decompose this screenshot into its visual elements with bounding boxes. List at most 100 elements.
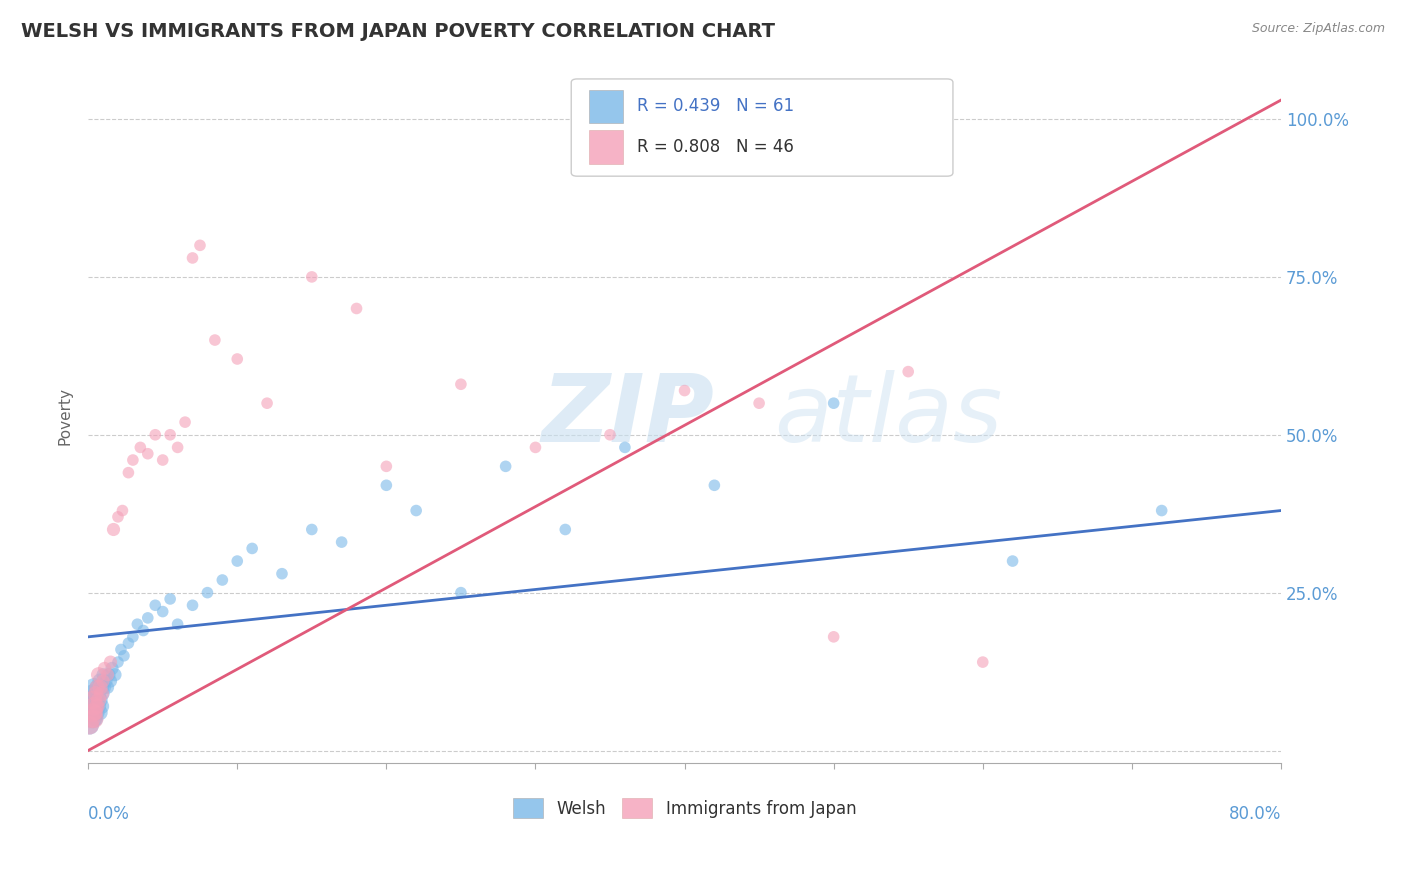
- Point: [159, 427, 181, 442]
- Point: [82, 687, 104, 701]
- Point: [152, 453, 174, 467]
- Point: [103, 523, 125, 537]
- Point: [90, 681, 112, 695]
- Point: [111, 503, 134, 517]
- Point: [110, 642, 132, 657]
- Point: [90, 687, 112, 701]
- Point: [271, 566, 294, 581]
- Point: [897, 365, 920, 379]
- Point: [132, 624, 155, 638]
- Point: [86, 681, 108, 695]
- Point: [84, 687, 107, 701]
- Point: [80, 693, 103, 707]
- Point: [143, 599, 166, 613]
- Point: [166, 441, 188, 455]
- Point: [82, 693, 104, 707]
- Point: [122, 630, 145, 644]
- Point: [83, 681, 105, 695]
- Point: [82, 706, 104, 720]
- Point: [117, 636, 139, 650]
- Text: R = 0.808   N = 46: R = 0.808 N = 46: [637, 138, 794, 156]
- Text: R = 0.439   N = 61: R = 0.439 N = 61: [637, 97, 794, 115]
- Point: [87, 699, 110, 714]
- Point: [495, 459, 517, 474]
- Text: WELSH VS IMMIGRANTS FROM JAPAN POVERTY CORRELATION CHART: WELSH VS IMMIGRANTS FROM JAPAN POVERTY C…: [21, 22, 775, 41]
- Point: [104, 667, 127, 681]
- Text: 80.0%: 80.0%: [1229, 805, 1281, 822]
- Point: [96, 667, 118, 681]
- Point: [181, 599, 204, 613]
- Point: [204, 333, 226, 347]
- Point: [90, 699, 112, 714]
- Point: [613, 441, 636, 455]
- Point: [83, 706, 105, 720]
- Point: [82, 712, 104, 726]
- Bar: [589, 130, 623, 163]
- Point: [143, 427, 166, 442]
- Point: [174, 415, 197, 429]
- Point: [93, 661, 115, 675]
- Point: [405, 503, 427, 517]
- Point: [86, 693, 108, 707]
- Point: [79, 718, 101, 732]
- Point: [211, 573, 233, 587]
- Y-axis label: Poverty: Poverty: [58, 387, 72, 445]
- Text: Source: ZipAtlas.com: Source: ZipAtlas.com: [1251, 22, 1385, 36]
- Point: [84, 699, 107, 714]
- Point: [98, 667, 121, 681]
- Point: [748, 396, 770, 410]
- Point: [91, 687, 114, 701]
- Point: [301, 269, 323, 284]
- Point: [86, 706, 108, 720]
- Point: [375, 478, 398, 492]
- Point: [554, 523, 576, 537]
- Point: [599, 427, 621, 442]
- Point: [823, 396, 845, 410]
- Point: [80, 706, 103, 720]
- Point: [226, 351, 249, 366]
- Point: [80, 712, 103, 726]
- Point: [972, 655, 994, 669]
- Point: [91, 667, 114, 681]
- Point: [703, 478, 725, 492]
- Point: [84, 687, 107, 701]
- Point: [197, 585, 219, 599]
- Point: [122, 453, 145, 467]
- Point: [86, 699, 108, 714]
- Point: [84, 712, 107, 726]
- Point: [83, 712, 105, 726]
- Point: [159, 591, 181, 606]
- Point: [375, 459, 398, 474]
- Point: [91, 673, 114, 688]
- Point: [89, 681, 111, 695]
- Point: [823, 630, 845, 644]
- Point: [89, 706, 111, 720]
- Point: [226, 554, 249, 568]
- FancyBboxPatch shape: [571, 78, 953, 177]
- Point: [188, 238, 211, 252]
- Bar: [589, 90, 623, 123]
- Point: [524, 441, 547, 455]
- Point: [96, 681, 118, 695]
- Point: [330, 535, 353, 549]
- Point: [87, 693, 110, 707]
- Point: [181, 251, 204, 265]
- Point: [673, 384, 696, 398]
- Point: [107, 655, 129, 669]
- Point: [301, 523, 323, 537]
- Point: [89, 673, 111, 688]
- Point: [136, 611, 159, 625]
- Point: [127, 617, 149, 632]
- Point: [166, 617, 188, 632]
- Point: [1150, 503, 1173, 517]
- Point: [240, 541, 263, 556]
- Point: [94, 673, 117, 688]
- Point: [450, 377, 472, 392]
- Point: [79, 718, 101, 732]
- Point: [84, 706, 107, 720]
- Point: [1001, 554, 1024, 568]
- Point: [100, 673, 122, 688]
- Point: [83, 693, 105, 707]
- Point: [129, 441, 152, 455]
- Point: [86, 681, 108, 695]
